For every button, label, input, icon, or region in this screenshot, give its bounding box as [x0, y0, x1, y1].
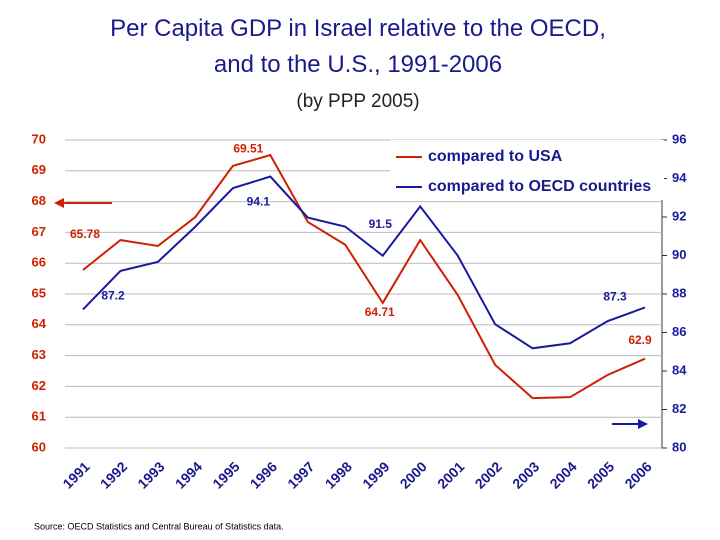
source-note: Source: OECD Statistics and Central Bure…: [34, 521, 284, 531]
value-label: 94.1: [247, 195, 271, 209]
y2-tick-label: 86: [672, 324, 686, 339]
value-label: 87.2: [101, 289, 125, 303]
x-tick-label: 1991: [59, 458, 92, 491]
y-tick-label: 61: [32, 409, 46, 424]
y2-tick-label: 80: [672, 439, 686, 454]
y-tick-label: 63: [32, 347, 46, 362]
chart-subtitle: (by PPP 2005): [296, 91, 419, 112]
x-tick-label: 1994: [172, 458, 205, 491]
right-arrow: [612, 419, 648, 429]
series-line: [82, 175, 646, 350]
y2-tick-label: 96: [672, 131, 686, 146]
x-tick-label: 2002: [472, 458, 505, 491]
y-tick-label: 64: [32, 316, 47, 331]
y-tick-label: 66: [32, 255, 46, 270]
x-tick-label: 1996: [247, 458, 280, 491]
value-label: 87.3: [603, 290, 627, 304]
x-tick-label: 2003: [509, 458, 542, 491]
y2-tick-label: 88: [672, 285, 686, 300]
x-tick-label: 2006: [621, 458, 654, 491]
series-line: [82, 153, 646, 400]
y2-tick-label: 84: [672, 362, 687, 377]
x-tick-label: 2001: [434, 458, 467, 491]
x-tick-label: 1993: [134, 458, 167, 491]
y-tick-label: 70: [32, 131, 46, 146]
legend-box: [390, 140, 664, 200]
y2-tick-label: 92: [672, 208, 686, 223]
chart-title: Per Capita GDP in Israel relative to the…: [110, 15, 606, 78]
left-arrow: [54, 198, 112, 208]
x-tick-label: 1997: [284, 458, 317, 491]
y-tick-label: 69: [32, 162, 46, 177]
y2-tick-label: 94: [672, 170, 687, 185]
value-label: 62.9: [628, 333, 652, 347]
x-tick-label: 1992: [97, 458, 130, 491]
y-tick-label: 67: [32, 224, 46, 239]
legend-label: compared to USA: [428, 148, 563, 165]
y-tick-label: 62: [32, 378, 46, 393]
legend-label: compared to OECD countries: [428, 178, 651, 195]
x-tick-label: 1995: [209, 458, 242, 491]
y-tick-label: 60: [32, 439, 46, 454]
y-tick-label: 68: [32, 193, 46, 208]
value-label: 64.71: [365, 305, 395, 319]
y2-tick-label: 90: [672, 247, 686, 262]
value-label: 91.5: [369, 217, 393, 231]
x-tick-label: 2005: [584, 458, 617, 491]
x-tick-label: 1998: [322, 458, 355, 491]
y-tick-label: 65: [32, 285, 46, 300]
x-tick-label: 2004: [546, 458, 579, 491]
value-label: 65.78: [70, 227, 100, 241]
x-tick-label: 2000: [397, 458, 430, 491]
y2-tick-label: 82: [672, 401, 686, 416]
value-label: 69.51: [233, 141, 263, 155]
x-tick-label: 1999: [359, 458, 392, 491]
